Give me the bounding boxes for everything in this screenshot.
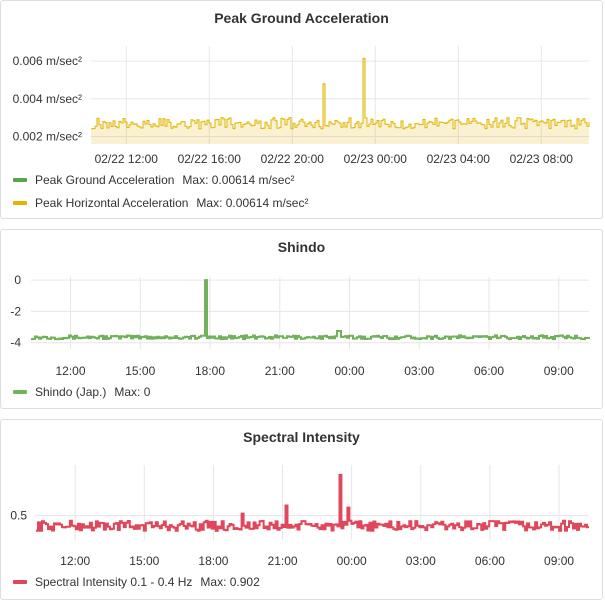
chart-shindo: 0 -2 -4 12:00 15:00 18:00 21:00 00:00 03:00 06:00… [10, 273, 590, 378]
panel-peak-ground-acceleration: Peak Ground Acceleration 0.006 m/sec² 0.0… [0, 0, 603, 219]
legend-max: Max: 0.902 [200, 575, 260, 589]
legend-label: Peak Horizontal Acceleration [35, 196, 189, 210]
legend-item-pha[interactable]: Peak Horizontal Acceleration Max: 0.0061… [13, 196, 308, 210]
panel-title: Shindo [277, 239, 326, 255]
series-line [91, 57, 590, 130]
legend-swatch [13, 178, 27, 182]
legend-swatch [13, 390, 27, 394]
x-tick-label: 12:00 [60, 554, 90, 568]
legend-max: Max: 0.00614 m/sec² [196, 196, 309, 210]
x-tick-label: 15:00 [129, 554, 159, 568]
legend-max: Max: 0 [114, 385, 151, 399]
y-tick-label: 0 [14, 273, 21, 287]
legend-max: Max: 0.00614 m/sec² [182, 173, 295, 187]
x-tick-label: 02/23 08:00 [510, 152, 574, 166]
x-tick-label: 21:00 [265, 364, 295, 378]
legend-item-pga[interactable]: Peak Ground Acceleration Max: 0.00614 m/… [13, 173, 294, 187]
x-tick-label: 00:00 [335, 364, 365, 378]
legend-label: Shindo (Jap.) [35, 385, 107, 399]
legend-swatch [13, 580, 27, 584]
x-tick-label: 09:00 [544, 554, 574, 568]
legend-label: Peak Ground Acceleration [35, 173, 175, 187]
x-tick-label: 02/23 04:00 [427, 152, 491, 166]
legend-swatch [13, 201, 27, 205]
legend-label: Spectral Intensity 0.1 - 0.4 Hz [35, 575, 193, 589]
y-tick-label: 0.004 m/sec² [13, 92, 82, 106]
y-tick-label: -2 [10, 304, 21, 318]
x-tick-label: 15:00 [125, 364, 155, 378]
chart-pga: 0.006 m/sec² 0.004 m/sec² 0.002 m/sec² 02/2… [13, 46, 590, 166]
y-tick-label: 0.5 [10, 509, 27, 523]
panel-spectral-intensity: Spectral Intensity 0.5 12:00 15:00 18:00 21:… [0, 419, 603, 600]
x-tick-label: 09:00 [544, 364, 574, 378]
chart-spectral: 0.5 12:00 15:00 18:00 21:00 00:00 03:00 06:00 09… [10, 465, 589, 568]
y-tick-label: -4 [10, 336, 21, 350]
series-line [36, 473, 589, 532]
x-tick-label: 12:00 [56, 364, 86, 378]
panel-title: Spectral Intensity [243, 429, 360, 445]
x-tick-label: 02/22 16:00 [178, 152, 242, 166]
series-line [31, 279, 590, 341]
x-tick-label: 18:00 [195, 364, 225, 378]
x-tick-label: 18:00 [198, 554, 228, 568]
x-tick-label: 00:00 [337, 554, 367, 568]
panel-title: Peak Ground Acceleration [214, 10, 389, 26]
x-tick-label: 06:00 [474, 364, 504, 378]
x-tick-label: 02/22 20:00 [261, 152, 325, 166]
x-tick-label: 03:00 [406, 554, 436, 568]
x-tick-label: 06:00 [475, 554, 505, 568]
x-tick-label: 02/23 00:00 [344, 152, 408, 166]
x-tick-label: 21:00 [268, 554, 298, 568]
x-tick-label: 02/22 12:00 [95, 152, 159, 166]
legend-item-shindo[interactable]: Shindo (Jap.) Max: 0 [13, 385, 150, 399]
y-tick-label: 0.006 m/sec² [13, 54, 82, 68]
legend-item-spectral[interactable]: Spectral Intensity 0.1 - 0.4 Hz Max: 0.9… [13, 575, 260, 589]
x-tick-label: 03:00 [404, 364, 434, 378]
series-area-fill [91, 58, 589, 144]
panel-shindo: Shindo 0 -2 -4 12:00 15:00 18:00 21:00 00:00 03:… [0, 229, 603, 409]
y-tick-label: 0.002 m/sec² [13, 129, 82, 143]
